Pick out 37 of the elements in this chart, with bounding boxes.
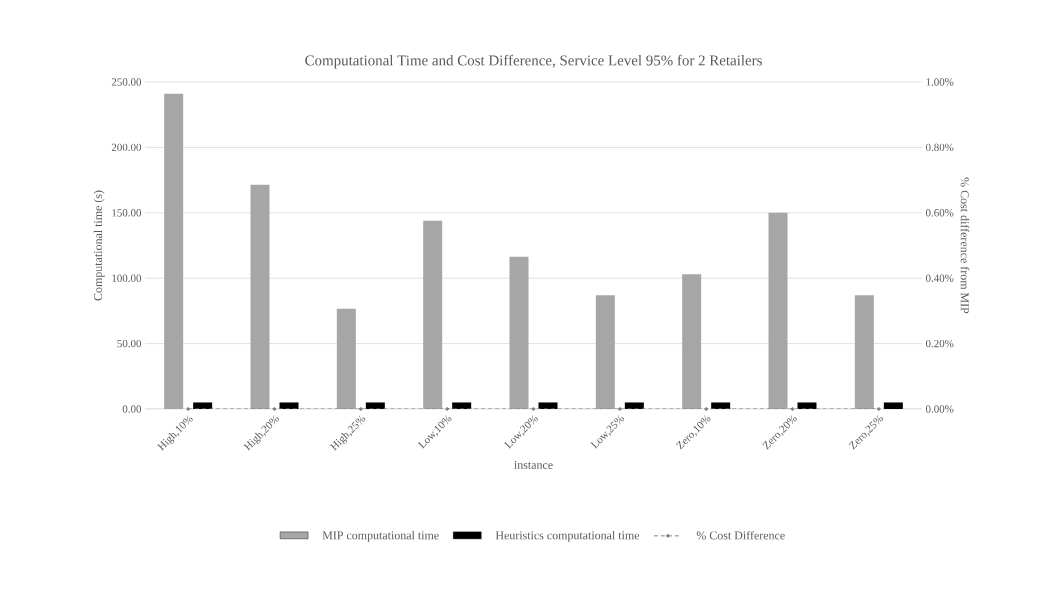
bar: [336, 308, 356, 409]
y-tick-label: 150.00: [112, 209, 142, 217]
y2-tick-label: 1.00%: [926, 78, 954, 86]
legend-label: % Cost Difference: [696, 530, 785, 540]
bar: [595, 295, 615, 409]
bar: [423, 220, 443, 409]
y2-axis-title: % Cost difference from MIP: [960, 177, 970, 314]
bar: [797, 402, 817, 409]
bar: [854, 295, 874, 409]
y2-tick-label: 0.40%: [925, 274, 954, 282]
bar: [279, 402, 299, 409]
y-tick-label: 100.00: [112, 274, 142, 282]
x-axis-title: instance: [514, 460, 553, 469]
y2-tick-label: 0.80%: [925, 143, 954, 152]
y2-tick-label: 0.60%: [925, 209, 954, 217]
bar: [711, 402, 731, 409]
y-tick-label: 200.00: [111, 143, 142, 152]
bar: [768, 212, 788, 409]
bar: [193, 402, 213, 409]
y-tick-label: 50.00: [117, 339, 142, 348]
bar: [624, 402, 644, 409]
bar: [538, 402, 558, 409]
y2-tick-label: 0.20%: [925, 339, 954, 348]
bar: [452, 402, 472, 409]
chart-title: Computational Time and Cost Difference, Service Level 95% for 2 Retailers: [305, 54, 762, 69]
y-tick-label: 0.00: [122, 405, 142, 413]
bar: [365, 402, 385, 409]
y2-tick-label: 0.00%: [925, 405, 954, 413]
bar: [250, 184, 270, 409]
bar: [164, 93, 184, 409]
bar: [682, 274, 702, 409]
legend-label: Heuristics computational time: [495, 530, 640, 542]
bar: [883, 402, 903, 409]
y-axis-title: Computational time (s): [93, 190, 105, 301]
bar: [509, 256, 529, 409]
legend-label: MIP computational time: [322, 530, 439, 542]
y-tick-label: 250.00: [111, 78, 142, 86]
